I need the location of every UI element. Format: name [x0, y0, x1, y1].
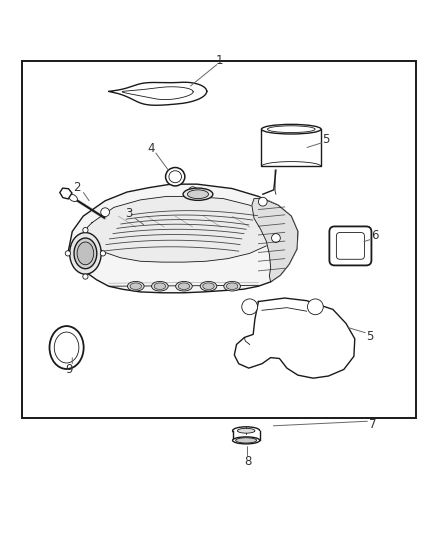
Ellipse shape: [154, 283, 166, 289]
Ellipse shape: [70, 232, 101, 274]
Ellipse shape: [183, 188, 213, 200]
Ellipse shape: [54, 332, 79, 363]
Text: 1: 1: [215, 54, 223, 67]
Ellipse shape: [233, 437, 260, 444]
Bar: [22, 61, 416, 418]
Text: 7: 7: [368, 418, 376, 431]
Ellipse shape: [237, 429, 255, 433]
Ellipse shape: [233, 427, 260, 435]
Ellipse shape: [203, 283, 214, 289]
Circle shape: [188, 187, 197, 196]
Polygon shape: [86, 197, 280, 262]
Ellipse shape: [127, 281, 144, 291]
Ellipse shape: [200, 281, 217, 291]
Text: 2: 2: [73, 181, 81, 194]
Ellipse shape: [187, 190, 208, 199]
Ellipse shape: [178, 283, 190, 289]
Circle shape: [258, 197, 267, 206]
Polygon shape: [109, 82, 207, 106]
Ellipse shape: [74, 238, 97, 269]
Bar: [233, 431, 260, 440]
Ellipse shape: [166, 167, 185, 186]
Ellipse shape: [130, 283, 141, 289]
Text: 4: 4: [147, 142, 155, 155]
Circle shape: [307, 299, 323, 314]
Ellipse shape: [49, 326, 84, 369]
Text: 6: 6: [371, 229, 378, 243]
Polygon shape: [68, 184, 298, 293]
Ellipse shape: [176, 281, 192, 291]
Bar: [261, 129, 321, 166]
Text: 9: 9: [65, 363, 73, 376]
Ellipse shape: [224, 281, 240, 291]
Ellipse shape: [268, 126, 315, 133]
Polygon shape: [234, 298, 355, 378]
FancyBboxPatch shape: [336, 232, 364, 259]
Ellipse shape: [77, 242, 94, 265]
Polygon shape: [252, 199, 298, 282]
Polygon shape: [122, 87, 193, 100]
Text: 3: 3: [126, 207, 133, 221]
Text: 8: 8: [244, 455, 251, 468]
Ellipse shape: [226, 283, 238, 289]
Ellipse shape: [261, 124, 321, 134]
Ellipse shape: [152, 281, 168, 291]
Circle shape: [83, 228, 88, 233]
Circle shape: [100, 251, 106, 256]
FancyBboxPatch shape: [329, 227, 371, 265]
Text: 5: 5: [367, 330, 374, 343]
Ellipse shape: [69, 194, 78, 201]
Text: 5: 5: [323, 133, 330, 146]
Ellipse shape: [169, 171, 181, 183]
Circle shape: [65, 251, 71, 256]
Circle shape: [242, 299, 258, 314]
Circle shape: [272, 233, 280, 243]
Circle shape: [101, 208, 110, 216]
Polygon shape: [60, 188, 72, 199]
Circle shape: [83, 274, 88, 279]
Ellipse shape: [236, 438, 257, 443]
